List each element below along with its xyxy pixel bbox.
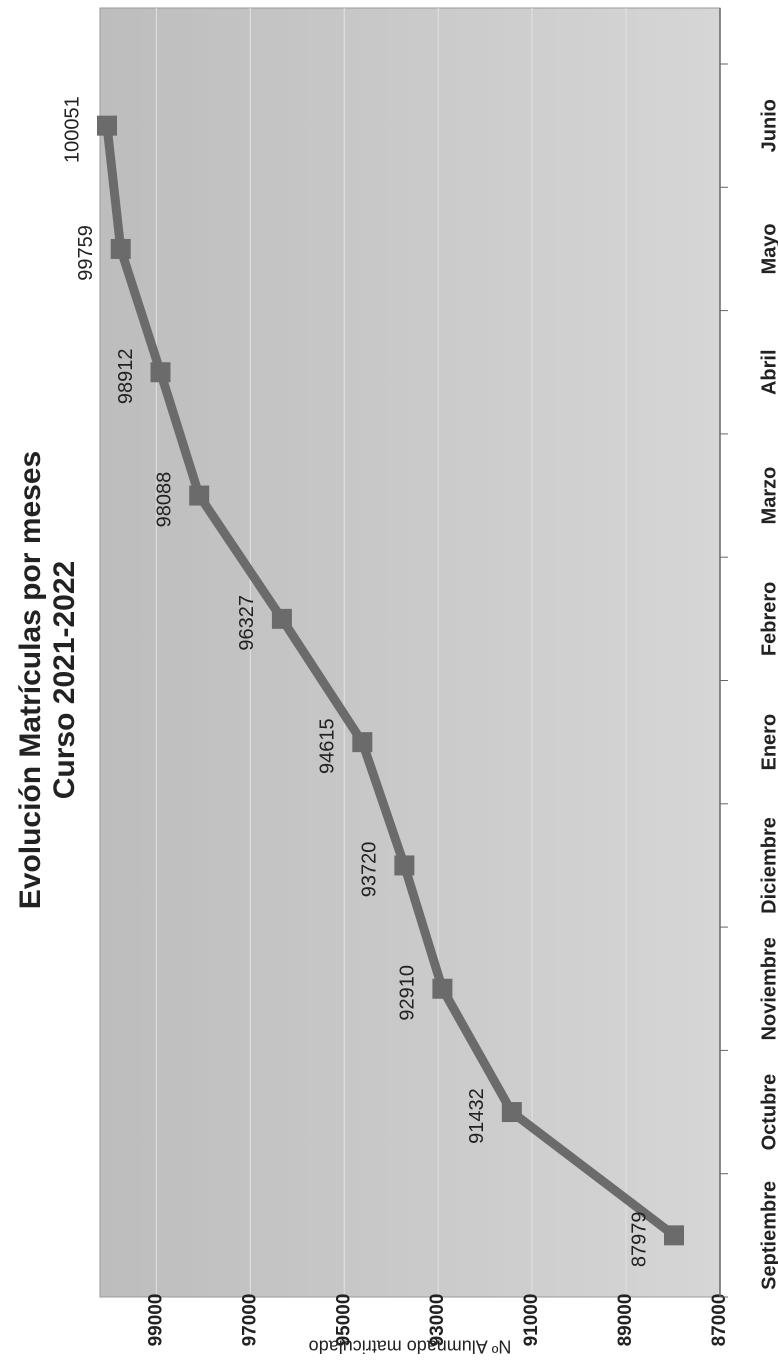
marker <box>110 238 131 259</box>
marker <box>432 978 453 999</box>
data-label: 98912 <box>115 348 137 404</box>
marker <box>96 115 117 136</box>
data-label: 99759 <box>75 225 97 281</box>
y-tick-label: 99000 <box>145 1294 166 1347</box>
data-label: 96327 <box>236 595 258 651</box>
data-label: 91432 <box>466 1088 488 1144</box>
x-tick-label: Abril <box>758 349 778 395</box>
x-tick-label: Febrero <box>758 582 778 656</box>
marker <box>352 732 373 753</box>
data-label: 98088 <box>153 472 175 528</box>
y-tick-label: 93000 <box>427 1294 448 1347</box>
x-tick-label: Octubre <box>758 1074 778 1151</box>
y-tick-label: 91000 <box>521 1294 542 1347</box>
marker <box>394 855 415 876</box>
marker <box>664 1225 685 1246</box>
data-label: 87979 <box>628 1212 650 1268</box>
y-tick-label: 95000 <box>333 1294 354 1347</box>
data-label: 93720 <box>359 842 381 898</box>
chart-title: Evolución Matrículas por meses <box>14 451 47 909</box>
x-tick-label: Marzo <box>758 467 778 525</box>
x-tick-label: Noviembre <box>758 937 778 1040</box>
series-line <box>102 125 677 1239</box>
plot-area <box>99 7 721 1298</box>
x-tick-label: Diciembre <box>758 817 778 914</box>
x-tick-label: Mayo <box>758 223 778 274</box>
data-label: 94615 <box>317 718 339 774</box>
x-tick-label: Junio <box>758 99 778 152</box>
x-tick-label: Enero <box>758 714 778 771</box>
x-tick-label: Septiembre <box>758 1181 778 1290</box>
marker <box>150 362 171 383</box>
marker <box>271 608 292 629</box>
marker <box>501 1102 522 1123</box>
rotated-chart: Evolución Matrículas por meses Curso 202… <box>14 7 778 1356</box>
y-tick-label: 89000 <box>615 1294 636 1347</box>
chart-subtitle: Curso 2021-2022 <box>48 561 81 799</box>
marker <box>189 485 210 506</box>
y-tick-label: 97000 <box>239 1294 260 1347</box>
data-label: 92910 <box>397 965 419 1021</box>
data-label: 100051 <box>61 96 83 163</box>
y-tick-label: 87000 <box>709 1294 730 1347</box>
y-axis-title: Nº Alumnado matriculado <box>309 1336 512 1356</box>
